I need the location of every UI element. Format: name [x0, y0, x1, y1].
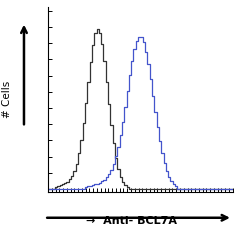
Text: # Cells: # Cells: [2, 81, 12, 118]
Text: →  Anti- BCL7A: → Anti- BCL7A: [86, 216, 178, 226]
